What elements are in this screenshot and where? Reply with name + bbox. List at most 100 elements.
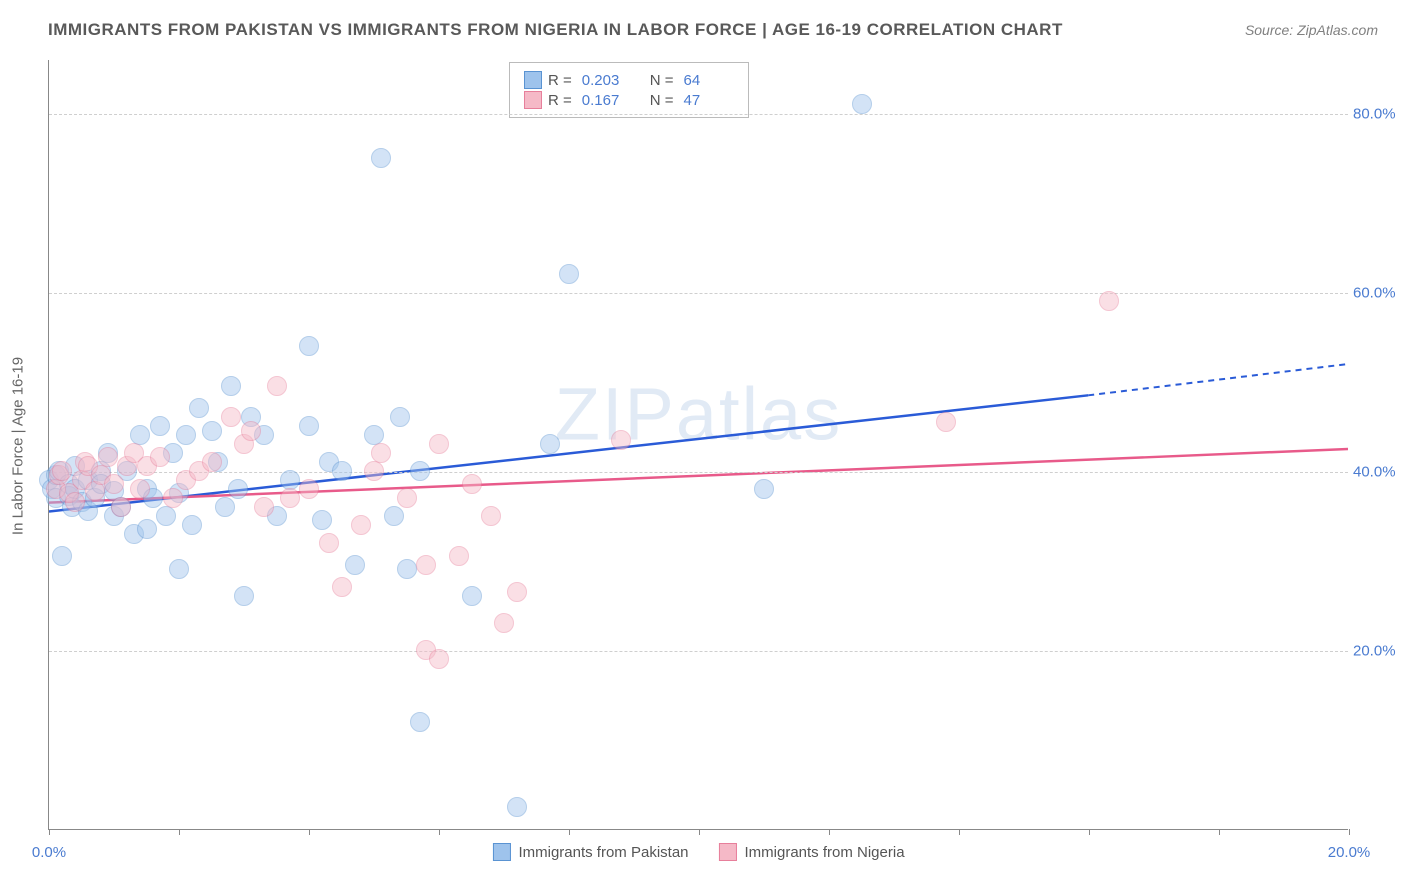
- data-point-nigeria: [416, 555, 436, 575]
- data-point-pakistan: [52, 546, 72, 566]
- data-point-pakistan: [384, 506, 404, 526]
- data-point-nigeria: [371, 443, 391, 463]
- legend-bottom: Immigrants from Pakistan Immigrants from …: [492, 843, 904, 861]
- legend-r-value-pakistan: 0.203: [582, 72, 632, 89]
- data-point-nigeria: [332, 577, 352, 597]
- data-point-nigeria: [254, 497, 274, 517]
- data-point-nigeria: [241, 421, 261, 441]
- legend-top: R = 0.203 N = 64 R = 0.167 N = 47: [509, 62, 749, 118]
- data-point-nigeria: [507, 582, 527, 602]
- data-point-pakistan: [754, 479, 774, 499]
- data-point-nigeria: [462, 474, 482, 494]
- data-point-pakistan: [299, 336, 319, 356]
- xtick-mark: [309, 829, 310, 835]
- xtick-mark: [179, 829, 180, 835]
- data-point-pakistan: [410, 712, 430, 732]
- data-point-nigeria: [111, 497, 131, 517]
- gridline-h: [49, 651, 1348, 652]
- legend-swatch-pakistan: [524, 71, 542, 89]
- data-point-pakistan: [540, 434, 560, 454]
- gridline-h: [49, 472, 1348, 473]
- data-point-nigeria: [351, 515, 371, 535]
- legend-n-value-nigeria: 47: [684, 92, 734, 109]
- data-point-nigeria: [202, 452, 222, 472]
- data-point-nigeria: [267, 376, 287, 396]
- gridline-h: [49, 114, 1348, 115]
- xtick-label: 20.0%: [1328, 844, 1371, 861]
- data-point-nigeria: [280, 488, 300, 508]
- data-point-pakistan: [299, 416, 319, 436]
- legend-n-value-pakistan: 64: [684, 72, 734, 89]
- data-point-nigeria: [449, 546, 469, 566]
- data-point-nigeria: [104, 474, 124, 494]
- data-point-pakistan: [202, 421, 222, 441]
- xtick-mark: [959, 829, 960, 835]
- data-point-pakistan: [215, 497, 235, 517]
- legend-bottom-item-pakistan: Immigrants from Pakistan: [492, 843, 688, 861]
- data-point-pakistan: [559, 264, 579, 284]
- data-point-nigeria: [494, 613, 514, 633]
- data-point-pakistan: [312, 510, 332, 530]
- legend-bottom-swatch-pakistan: [492, 843, 510, 861]
- legend-r-label: R =: [548, 92, 572, 109]
- data-point-nigeria: [221, 407, 241, 427]
- gridline-h: [49, 293, 1348, 294]
- xtick-mark: [49, 829, 50, 835]
- legend-bottom-swatch-nigeria: [719, 843, 737, 861]
- legend-bottom-label-nigeria: Immigrants from Nigeria: [745, 844, 905, 861]
- xtick-mark: [1349, 829, 1350, 835]
- data-point-nigeria: [65, 492, 85, 512]
- data-point-nigeria: [163, 488, 183, 508]
- ytick-label: 40.0%: [1353, 463, 1406, 480]
- y-axis-label: In Labor Force | Age 16-19: [10, 357, 27, 535]
- data-point-pakistan: [410, 461, 430, 481]
- trend-line-dash-pakistan: [1088, 364, 1348, 395]
- data-point-pakistan: [228, 479, 248, 499]
- data-point-pakistan: [221, 376, 241, 396]
- data-point-nigeria: [429, 434, 449, 454]
- xtick-mark: [569, 829, 570, 835]
- data-point-pakistan: [332, 461, 352, 481]
- data-point-pakistan: [397, 559, 417, 579]
- data-point-pakistan: [507, 797, 527, 817]
- legend-top-row-nigeria: R = 0.167 N = 47: [524, 91, 734, 109]
- legend-r-label: R =: [548, 72, 572, 89]
- data-point-nigeria: [481, 506, 501, 526]
- legend-n-label: N =: [650, 72, 674, 89]
- data-point-pakistan: [345, 555, 365, 575]
- legend-top-row-pakistan: R = 0.203 N = 64: [524, 71, 734, 89]
- xtick-mark: [1089, 829, 1090, 835]
- xtick-mark: [829, 829, 830, 835]
- data-point-nigeria: [1099, 291, 1119, 311]
- data-point-pakistan: [169, 559, 189, 579]
- data-point-pakistan: [852, 94, 872, 114]
- ytick-label: 60.0%: [1353, 284, 1406, 301]
- source-label: Source: ZipAtlas.com: [1245, 22, 1378, 38]
- ytick-label: 80.0%: [1353, 105, 1406, 122]
- data-point-nigeria: [130, 479, 150, 499]
- watermark: ZIPatlas: [555, 371, 842, 456]
- data-point-pakistan: [189, 398, 209, 418]
- data-point-nigeria: [98, 447, 118, 467]
- data-point-pakistan: [234, 586, 254, 606]
- data-point-pakistan: [371, 148, 391, 168]
- data-point-nigeria: [52, 461, 72, 481]
- data-point-nigeria: [364, 461, 384, 481]
- legend-n-label: N =: [650, 92, 674, 109]
- data-point-pakistan: [182, 515, 202, 535]
- legend-r-value-nigeria: 0.167: [582, 92, 632, 109]
- xtick-mark: [699, 829, 700, 835]
- plot-area: ZIPatlas R =0.203N =64R =0.167N =47 Immi…: [48, 60, 1348, 830]
- xtick-label: 0.0%: [32, 844, 66, 861]
- data-point-nigeria: [936, 412, 956, 432]
- data-point-pakistan: [390, 407, 410, 427]
- xtick-mark: [439, 829, 440, 835]
- legend-bottom-item-nigeria: Immigrants from Nigeria: [719, 843, 905, 861]
- xtick-mark: [1219, 829, 1220, 835]
- data-point-pakistan: [150, 416, 170, 436]
- data-point-pakistan: [137, 519, 157, 539]
- ytick-label: 20.0%: [1353, 642, 1406, 659]
- data-point-nigeria: [150, 447, 170, 467]
- data-point-pakistan: [462, 586, 482, 606]
- legend-swatch-nigeria: [524, 91, 542, 109]
